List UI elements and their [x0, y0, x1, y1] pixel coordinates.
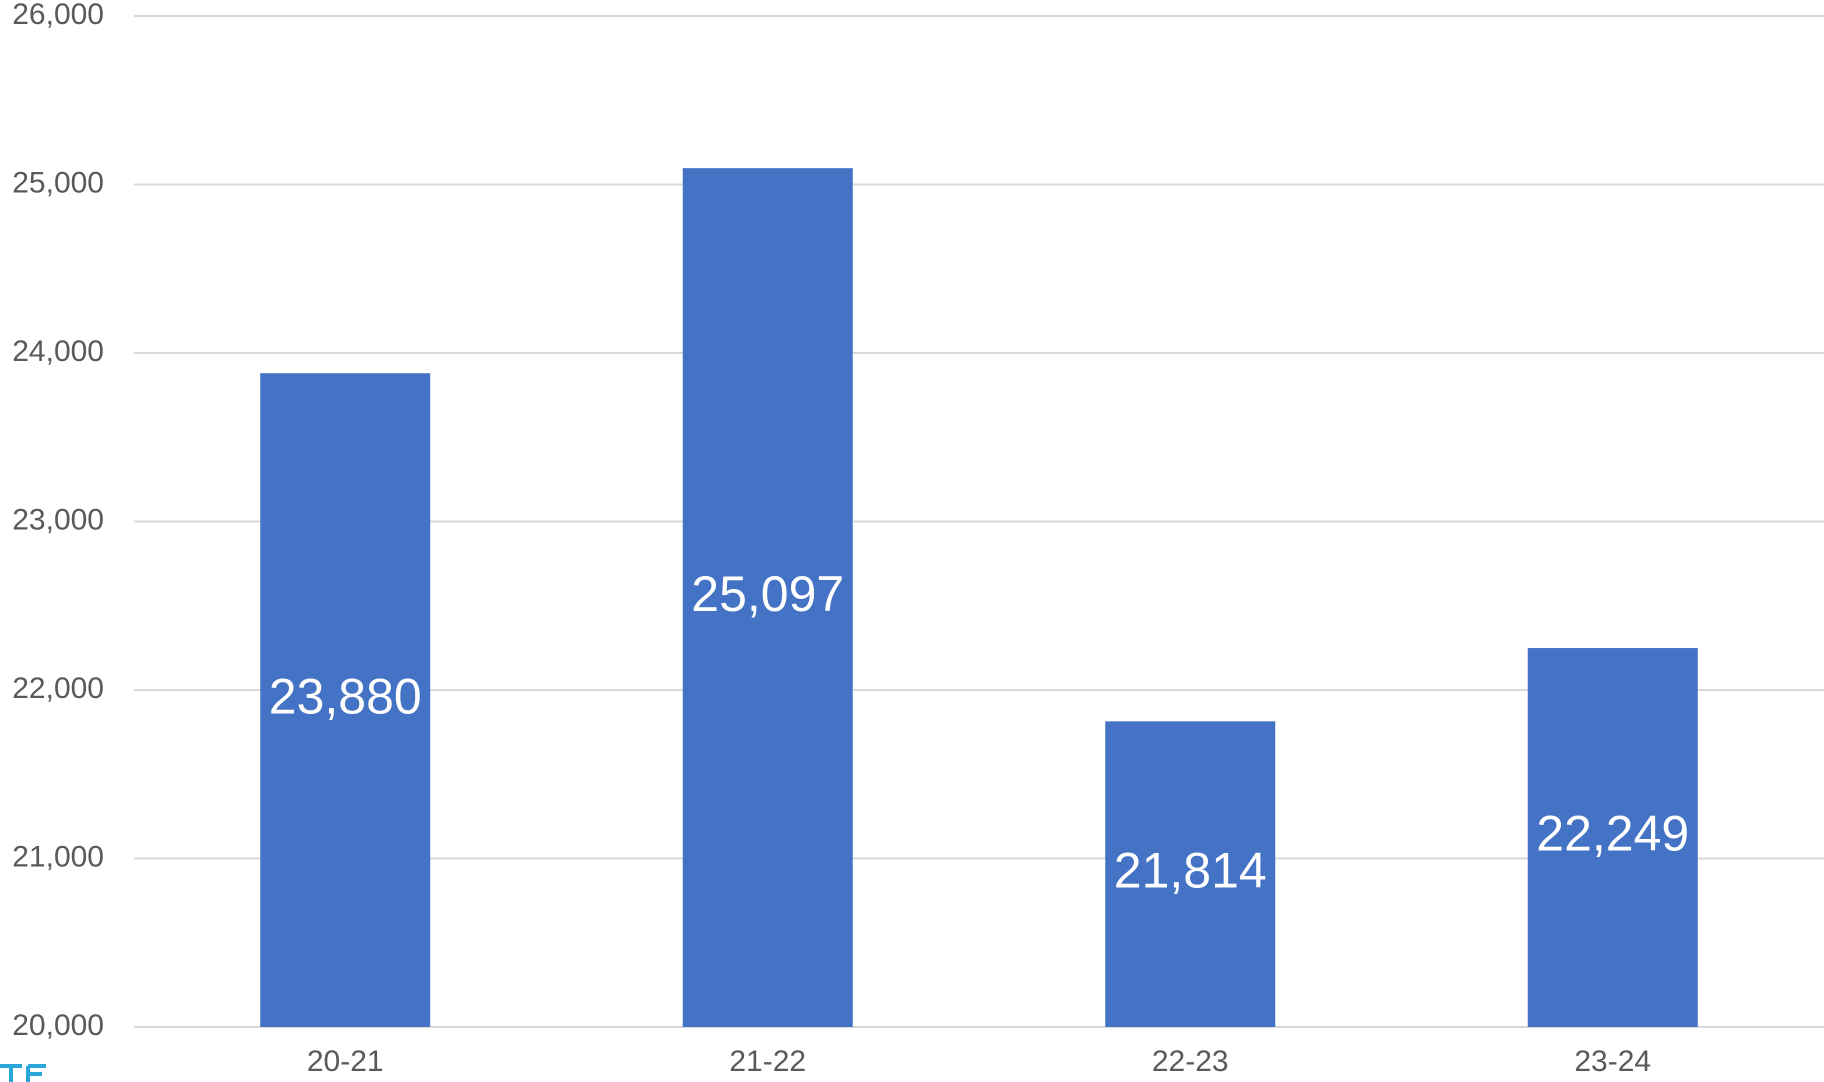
y-tick-label: 20,000 — [12, 1009, 104, 1042]
x-category-label-23-24: 23-24 — [1574, 1045, 1651, 1078]
x-axis-category-labels: 20-21 21-22 22-23 23-24 — [307, 1045, 1651, 1078]
bar-23-24 — [1527, 648, 1698, 1027]
y-tick-label: 24,000 — [12, 335, 104, 368]
y-tick-label: 23,000 — [12, 503, 104, 536]
bars — [260, 168, 1698, 1028]
x-category-label-21-22: 21-22 — [729, 1045, 806, 1078]
partial-logo-mark — [0, 1064, 46, 1082]
y-axis-tick-labels: 20,000 21,000 22,000 23,000 24,000 25,000 26,0… — [12, 0, 104, 1042]
y-tick-label: 22,000 — [12, 672, 104, 705]
y-tick-label: 26,000 — [12, 0, 104, 31]
data-label-22-23: 21,814 — [1114, 842, 1267, 898]
bar-21-22 — [682, 168, 853, 1027]
data-label-21-22: 25,097 — [691, 566, 844, 622]
y-tick-label: 21,000 — [12, 840, 104, 873]
data-label-20-21: 23,880 — [269, 668, 422, 724]
data-label-23-24: 22,249 — [1536, 806, 1689, 862]
bar-22-23 — [1105, 721, 1276, 1027]
bar-20-21 — [260, 373, 431, 1028]
y-tick-label: 25,000 — [12, 166, 104, 199]
x-category-label-22-23: 22-23 — [1152, 1045, 1229, 1078]
x-category-label-20-21: 20-21 — [307, 1045, 384, 1078]
data-labels: 23,880 25,097 21,814 22,249 — [269, 566, 1689, 899]
